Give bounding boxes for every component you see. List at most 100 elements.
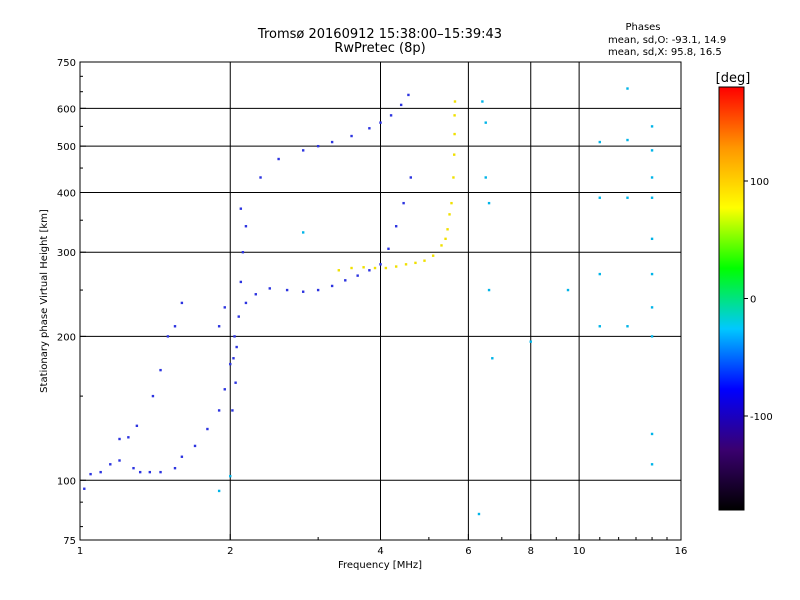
data-point bbox=[301, 290, 305, 293]
data-point bbox=[414, 261, 417, 265]
data-point bbox=[223, 306, 226, 309]
data-point bbox=[239, 280, 243, 284]
data-point bbox=[99, 470, 102, 474]
data-point bbox=[159, 368, 162, 372]
chart-title: Tromsø 20160912 15:38:00–15:39:43 bbox=[257, 27, 502, 42]
data-point bbox=[350, 134, 353, 138]
data-point bbox=[529, 340, 532, 343]
data-point bbox=[259, 176, 262, 179]
data-point bbox=[487, 201, 491, 205]
data-point bbox=[389, 114, 393, 117]
data-point bbox=[316, 144, 320, 148]
data-points bbox=[83, 87, 654, 516]
data-point bbox=[598, 325, 601, 328]
data-point bbox=[487, 288, 491, 292]
data-point bbox=[373, 266, 377, 270]
data-point bbox=[409, 176, 412, 179]
data-point bbox=[241, 251, 245, 254]
data-point bbox=[379, 121, 382, 124]
data-point bbox=[650, 335, 654, 338]
data-point bbox=[453, 153, 456, 156]
data-point bbox=[650, 176, 654, 179]
y-tick-label: 300 bbox=[57, 248, 76, 259]
data-point bbox=[239, 207, 243, 210]
data-point bbox=[83, 487, 86, 490]
phases-o-stats: mean, sd,O: -93.1, 14.9 bbox=[608, 35, 726, 46]
data-point bbox=[650, 196, 654, 199]
colorbar-tick-label: 100 bbox=[750, 177, 769, 188]
data-point bbox=[277, 157, 280, 161]
data-point bbox=[301, 231, 305, 234]
data-point bbox=[404, 263, 408, 266]
y-axis-ticks: 75 100 200 300 400 500 600 750 bbox=[57, 58, 86, 547]
data-point bbox=[268, 287, 271, 290]
data-point bbox=[384, 266, 388, 270]
data-point bbox=[344, 279, 347, 282]
data-point bbox=[444, 237, 447, 241]
data-point bbox=[350, 266, 353, 270]
colorbar-tick-label: 0 bbox=[750, 295, 756, 306]
data-point bbox=[193, 444, 197, 448]
data-point bbox=[440, 244, 443, 247]
data-point bbox=[217, 325, 221, 328]
x-axis-label: Frequency [MHz] bbox=[338, 560, 422, 571]
data-point bbox=[650, 432, 654, 436]
data-point bbox=[138, 470, 142, 474]
data-point bbox=[180, 301, 184, 305]
data-point bbox=[330, 140, 334, 144]
data-point bbox=[217, 409, 221, 412]
data-point bbox=[491, 357, 494, 360]
y-tick-label: 200 bbox=[57, 332, 76, 343]
x-tick-label: 8 bbox=[528, 546, 534, 557]
x-tick-label: 10 bbox=[573, 546, 586, 557]
data-point bbox=[484, 176, 487, 179]
data-point bbox=[626, 196, 629, 199]
data-point bbox=[650, 463, 654, 466]
data-point bbox=[234, 381, 237, 384]
data-point bbox=[118, 459, 121, 462]
y-tick-label: 400 bbox=[57, 188, 76, 199]
data-point bbox=[626, 87, 629, 90]
phases-x-stats: mean, sd,X: 95.8, 16.5 bbox=[608, 47, 722, 58]
data-point bbox=[229, 362, 232, 366]
data-point bbox=[446, 228, 449, 231]
data-point bbox=[650, 272, 654, 276]
data-point bbox=[650, 237, 654, 241]
grid-lines bbox=[80, 62, 681, 540]
y-tick-label: 750 bbox=[57, 58, 76, 69]
y-tick-label: 500 bbox=[57, 142, 76, 153]
data-point bbox=[368, 269, 371, 272]
data-point bbox=[450, 201, 453, 205]
colorbar-ticks: 100 0 -100 bbox=[744, 177, 773, 423]
data-point bbox=[232, 357, 235, 360]
x-tick-label: 1 bbox=[77, 546, 83, 557]
data-point bbox=[285, 288, 289, 292]
data-point bbox=[448, 213, 451, 216]
data-point bbox=[206, 427, 209, 431]
data-point bbox=[394, 265, 398, 268]
data-point bbox=[399, 103, 403, 107]
data-point bbox=[118, 437, 121, 441]
data-point bbox=[337, 269, 341, 272]
data-point bbox=[453, 114, 456, 117]
data-point bbox=[407, 93, 410, 97]
y-tick-label: 600 bbox=[57, 104, 76, 115]
data-point bbox=[89, 472, 92, 476]
x-axis-ticks: 1 2 4 6 8 10 16 bbox=[77, 534, 688, 557]
x-tick-label: 16 bbox=[675, 546, 688, 557]
data-point bbox=[231, 409, 234, 412]
x-tick-label: 6 bbox=[465, 546, 471, 557]
data-point bbox=[301, 149, 305, 152]
data-point bbox=[173, 466, 177, 470]
data-point bbox=[235, 345, 238, 349]
x-tick-label: 4 bbox=[377, 546, 383, 557]
colorbar-label: [deg] bbox=[716, 71, 751, 86]
data-point bbox=[566, 288, 570, 292]
data-point bbox=[135, 424, 139, 428]
data-point bbox=[453, 132, 456, 136]
data-point bbox=[244, 301, 248, 305]
data-point bbox=[431, 254, 435, 257]
chart-subtitle: RwPretec (8p) bbox=[334, 41, 425, 56]
data-point bbox=[166, 335, 170, 338]
data-point bbox=[402, 201, 405, 205]
